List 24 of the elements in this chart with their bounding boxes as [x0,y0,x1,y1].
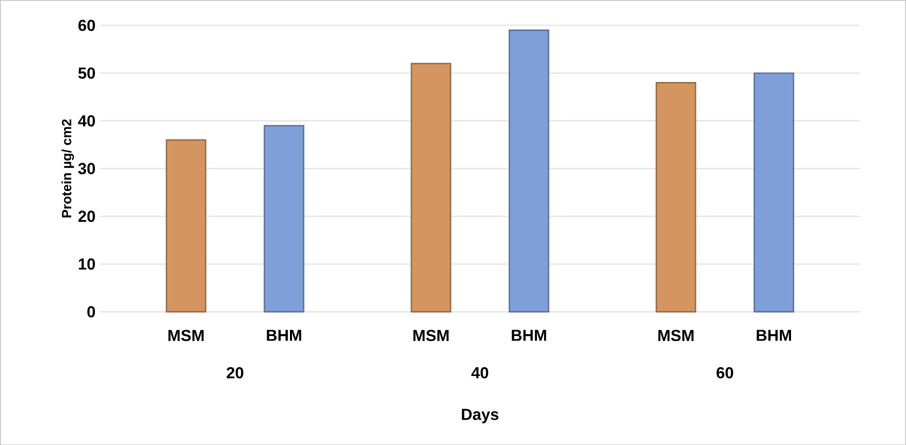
x-tick-label: 20 [226,366,244,378]
y-tick-label: 10 [78,258,95,270]
y-tick-label: 60 [78,20,95,31]
text: BHM [512,330,546,341]
series-label: MSM [168,330,204,341]
bar [264,124,304,312]
text: BHM [756,330,792,341]
bar [754,72,794,312]
y-tick-label: 50 [78,67,95,79]
x-tick-label: 60 [716,366,734,378]
bar [166,139,206,312]
bar [656,82,696,312]
y-axis-title: Protein µg/ cm2 [62,119,74,218]
y-tick-label: 30 [78,162,95,174]
x-tick-label: 40 [471,366,488,378]
text: MSM [658,330,694,341]
bar [410,62,452,312]
series-label: BHM [266,330,302,341]
y-tick-label: 0 [87,306,95,318]
text: MSM [413,330,449,341]
y-tick-label: 20 [78,210,95,222]
bar [508,29,550,312]
y-tick-label: 40 [78,115,95,126]
x-axis-title: Days [462,408,498,424]
